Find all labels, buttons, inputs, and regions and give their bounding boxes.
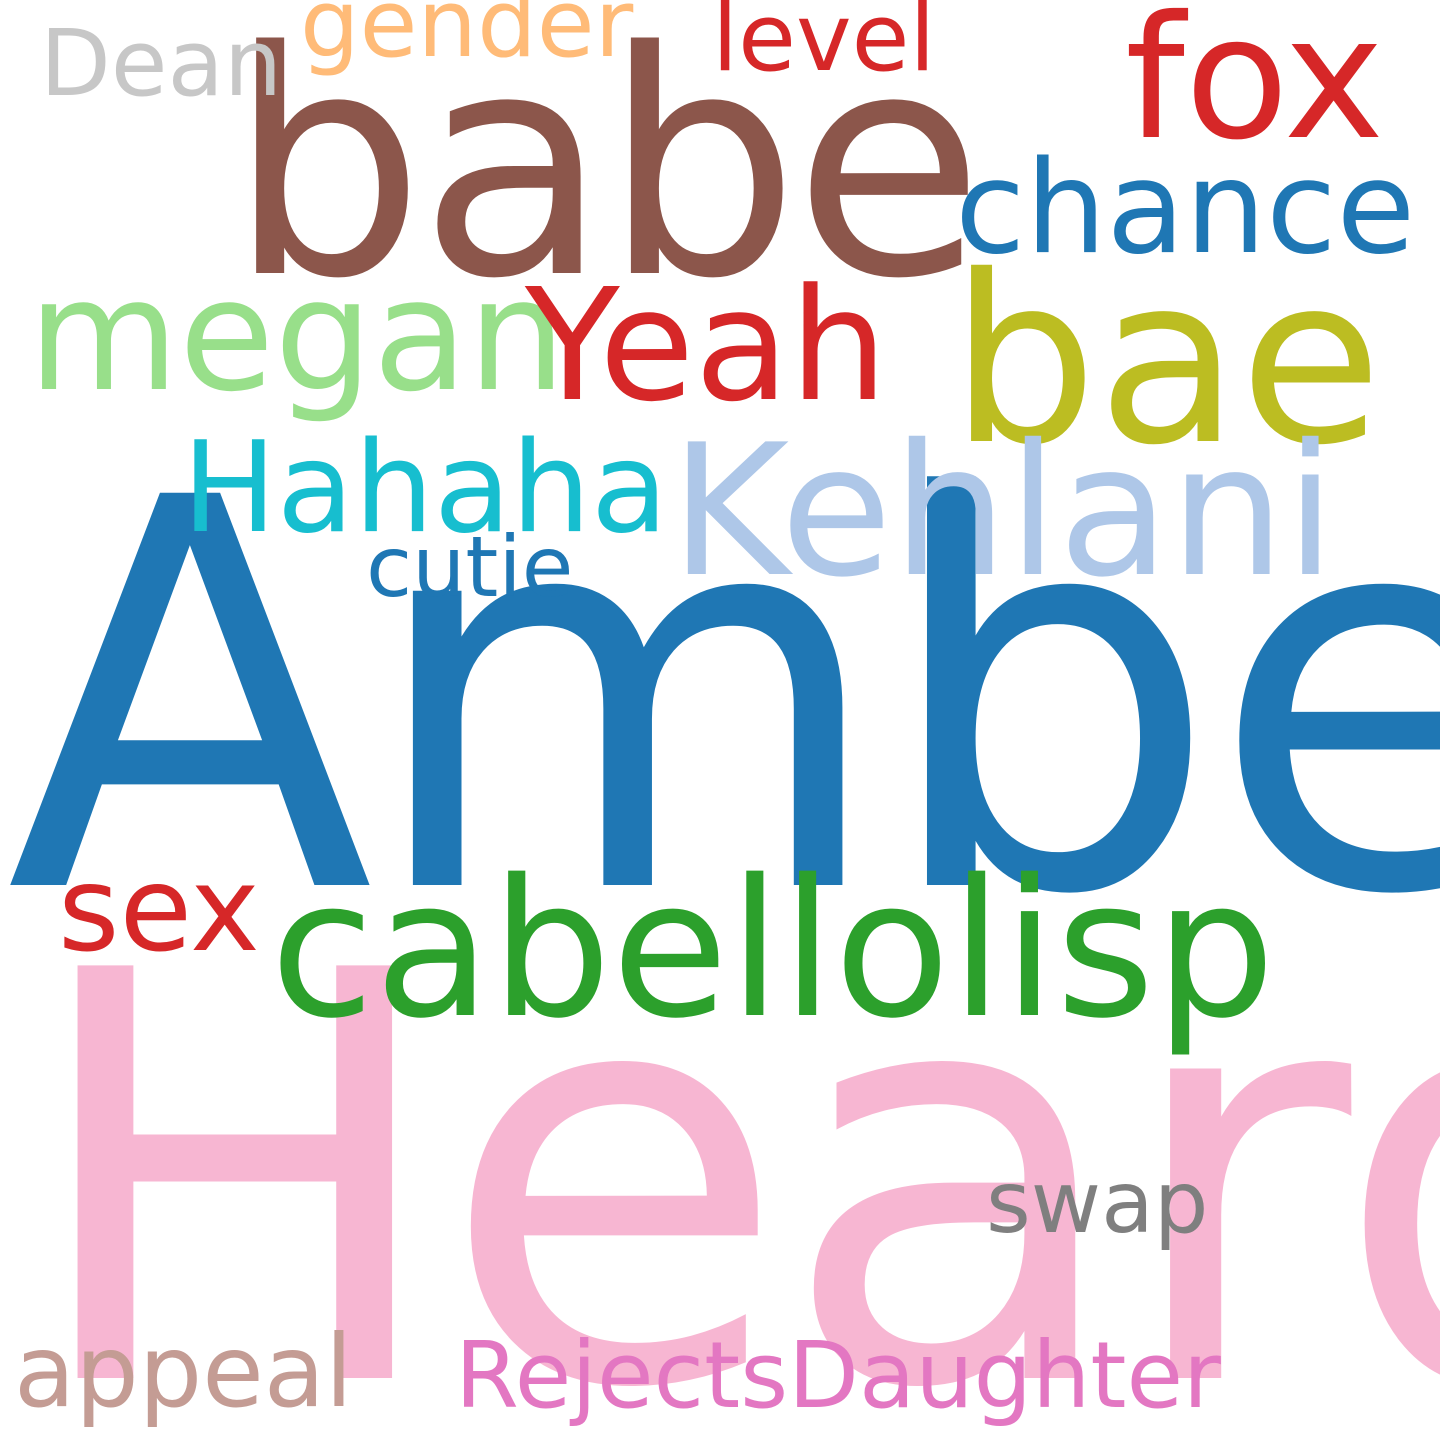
word-level: level: [712, 0, 936, 93]
word-cutie: cutie: [366, 518, 574, 616]
word-yeah: Yeah: [525, 255, 888, 436]
word-fox: fox: [1125, 0, 1385, 178]
word-swap: swap: [986, 1153, 1209, 1253]
word-gender: gender: [300, 0, 634, 79]
word-bae: bae: [950, 226, 1383, 496]
word-heard: Heard: [22, 854, 1440, 1440]
word-amber: Amber: [6, 386, 1440, 1012]
word-babe: babe: [228, 0, 984, 347]
word-rejects-daughter: RejectsDaughter: [455, 1322, 1221, 1429]
word-sex: sex: [58, 840, 260, 978]
word-megan: megan: [28, 245, 566, 426]
word-kehlani: Kehlani: [670, 405, 1336, 617]
word-cabellolisp: cabellolisp: [270, 839, 1276, 1060]
word-dean: Dean: [40, 10, 283, 117]
word-chance: chance: [955, 134, 1416, 283]
word-hahaha: Hahaha: [182, 414, 669, 561]
word-appeal: appeal: [14, 1313, 353, 1430]
